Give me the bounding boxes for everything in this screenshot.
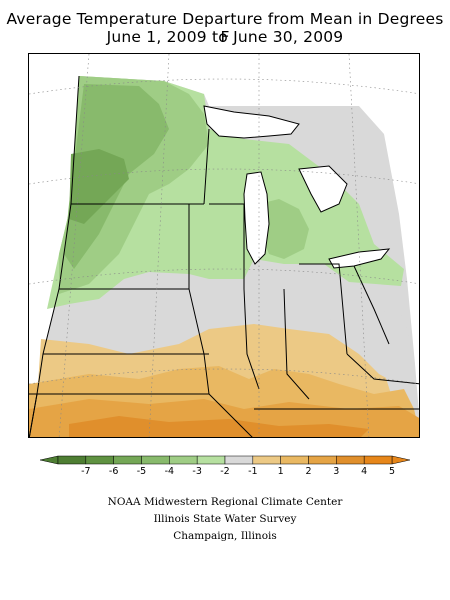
- region-warm-4: [69, 416, 369, 437]
- legend-swatch: [308, 455, 337, 465]
- legend-swatch: [252, 455, 281, 465]
- legend-labels: -7 -6 -5 -4 -3 -2 -1 1 2 3 4 5: [0, 466, 450, 480]
- legend-tick-label: -3: [192, 466, 202, 477]
- legend-swatch: [280, 455, 309, 465]
- legend-swatch: [363, 455, 393, 465]
- legend-swatch: [57, 455, 87, 465]
- lake-erie: [329, 249, 389, 268]
- legend-tick-label: -2: [220, 466, 230, 477]
- region-cool-dark: [69, 149, 129, 224]
- legend-swatch: [224, 455, 254, 465]
- region-neutral-east: [329, 309, 415, 389]
- legend-tick-label: 5: [388, 466, 396, 477]
- legend-swatch: [169, 455, 198, 465]
- credit-location: Champaign, Illinois: [173, 530, 277, 542]
- legend-tick-label: 4: [361, 466, 368, 477]
- lake-huron: [299, 166, 347, 212]
- legend-arrow-left: [40, 455, 59, 465]
- legend-tick-label: -6: [108, 466, 119, 477]
- legend-swatch: [141, 455, 170, 465]
- legend-tick-label: -5: [136, 466, 147, 477]
- legend-swatch: [336, 455, 365, 465]
- legend-tick-label: 1: [277, 466, 284, 477]
- color-legend: [40, 455, 410, 465]
- legend-tick-label: -1: [248, 466, 258, 477]
- map-canvas: [29, 54, 419, 437]
- legend-tick-label: -7: [81, 466, 91, 477]
- map-title: Average Temperature Departure from Mean …: [6, 10, 444, 46]
- lake-michigan: [244, 172, 269, 264]
- state-boundaries: [29, 75, 419, 437]
- legend-swatch: [196, 455, 226, 465]
- lake-outlines: [203, 105, 391, 269]
- graticule: [29, 54, 419, 437]
- credit-organization: NOAA Midwestern Regional Climate Center: [107, 496, 343, 508]
- legend-tick-label: -4: [164, 466, 175, 477]
- legend-swatches: [57, 455, 393, 465]
- legend-tick-label: 2: [305, 466, 312, 477]
- map-date-range: June 1, 2009 to June 30, 2009: [106, 28, 344, 46]
- legend-tick-label: 3: [333, 466, 340, 477]
- temperature-departure-map: [28, 53, 420, 438]
- legend-arrow-right: [391, 455, 410, 465]
- legend-swatch: [85, 455, 114, 465]
- region-cool-michigan: [259, 199, 309, 259]
- lake-superior: [204, 106, 299, 138]
- credit-survey: Illinois State Water Survey: [153, 513, 297, 525]
- legend-swatch: [113, 455, 142, 465]
